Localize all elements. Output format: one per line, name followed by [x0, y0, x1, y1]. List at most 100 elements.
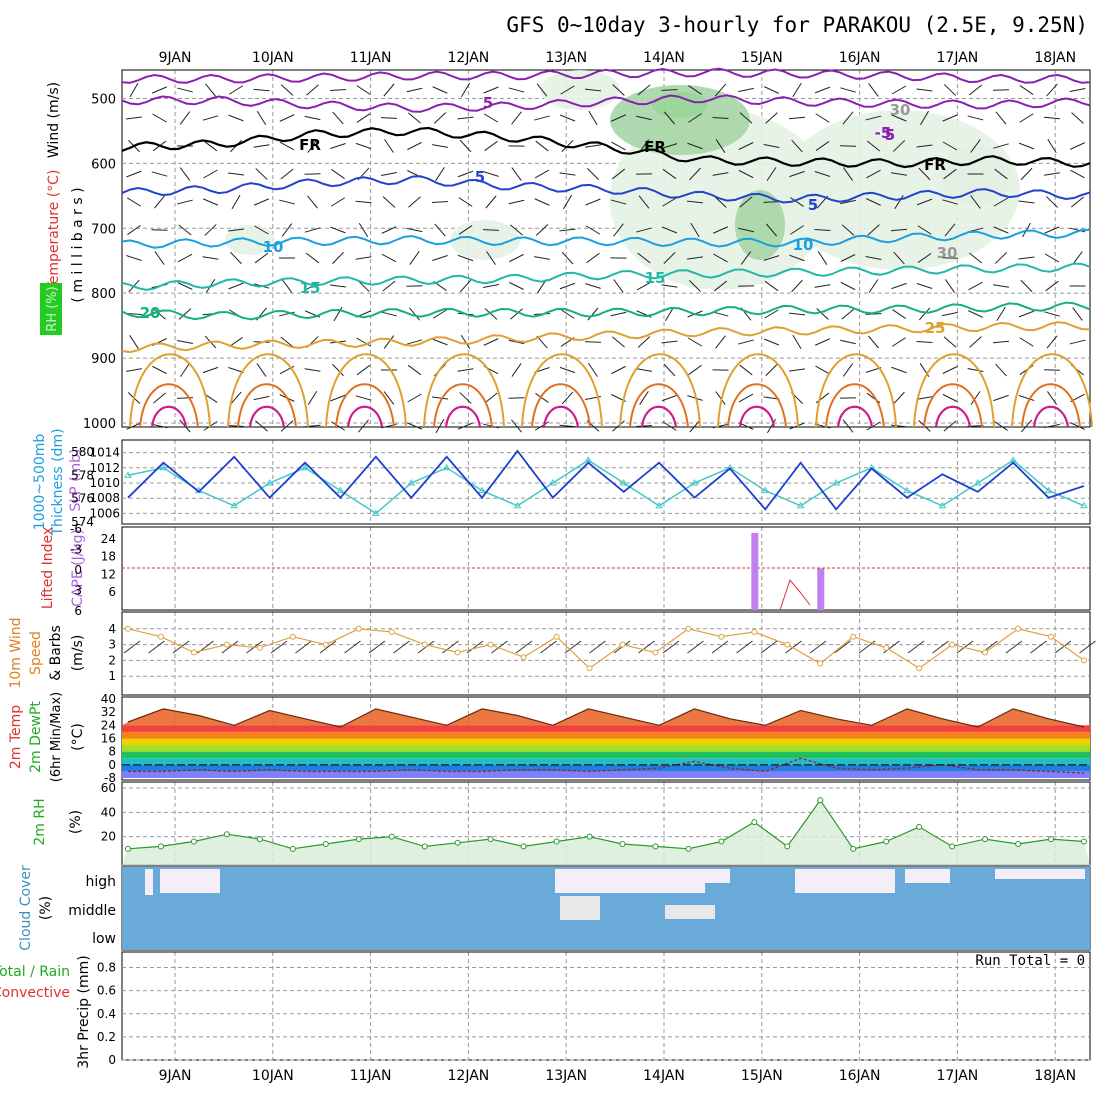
- wind10-point: [356, 626, 361, 631]
- rh2m-point: [455, 840, 460, 845]
- wind10-point: [455, 650, 460, 655]
- wind10-point: [389, 629, 394, 634]
- rh2m-label-2: (%): [68, 810, 84, 834]
- cape-tick: 18: [101, 550, 116, 564]
- rh2m-point: [126, 846, 131, 851]
- contour-label: 20: [140, 304, 161, 322]
- rh2m-point: [620, 841, 625, 846]
- rh2m-point: [818, 798, 823, 803]
- wind10-point: [191, 650, 196, 655]
- wind10-point: [950, 642, 955, 647]
- rh2m-point: [422, 844, 427, 849]
- rh2m-tick: 40: [101, 805, 116, 819]
- rh2m-point: [587, 834, 592, 839]
- precip-tick: 0.2: [97, 1030, 116, 1044]
- wind10-point: [158, 634, 163, 639]
- date-label-bottom: 15JAN: [741, 1068, 783, 1084]
- wind10-point: [752, 629, 757, 634]
- date-label-bottom: 12JAN: [448, 1068, 490, 1084]
- rh2m-point: [389, 834, 394, 839]
- cloud-level-label: high: [85, 874, 116, 890]
- cloud-gap: [795, 869, 895, 893]
- rh2m-point: [257, 837, 262, 842]
- cloud-gap: [905, 869, 950, 883]
- wind-barb: [993, 90, 1009, 91]
- wind10-point: [818, 661, 823, 666]
- wind10-point: [1082, 658, 1087, 663]
- rh2m-point: [950, 844, 955, 849]
- date-label-bottom: 16JAN: [839, 1068, 881, 1084]
- cape-bar: [817, 569, 824, 611]
- lifted-index-label: Lifted Index: [40, 527, 56, 609]
- rh2m-tick: 60: [101, 781, 116, 795]
- temp2m-tick: 40: [101, 692, 116, 706]
- temp2m-label-1: 2m Temp: [8, 705, 24, 769]
- rh2m-point: [356, 837, 361, 842]
- precip-tick: 0.4: [97, 1007, 116, 1021]
- rh2m-point: [851, 846, 856, 851]
- upper-y-tick: 1000: [83, 417, 116, 432]
- cloud-label-2: (%): [38, 896, 54, 920]
- temp2m-tick: 16: [101, 732, 116, 746]
- date-label-top: 11JAN: [350, 50, 392, 66]
- wind10-point: [1016, 626, 1021, 631]
- temp-color-band: [122, 752, 1090, 759]
- precip-tick: 0.8: [97, 961, 116, 975]
- temp-color-band: [122, 758, 1090, 765]
- wind10-point: [422, 642, 427, 647]
- thickness-label: 1000~500mb: [32, 434, 48, 531]
- upper-temp-label: Temperature (°C): [46, 170, 62, 292]
- temp-color-band: [122, 725, 1090, 732]
- rh2m-point: [323, 841, 328, 846]
- date-label-top: 16JAN: [839, 50, 881, 66]
- cloud-gap-middle: [560, 896, 600, 920]
- slp-tick: 1014: [89, 446, 120, 460]
- wind10-label-3: & Barbs: [48, 625, 64, 681]
- date-label-top: 17JAN: [937, 50, 979, 66]
- rh2m-point: [917, 824, 922, 829]
- date-label-bottom: 9JAN: [159, 1068, 192, 1084]
- date-label-bottom: 13JAN: [545, 1068, 587, 1084]
- temp2m-tick: 32: [101, 705, 116, 719]
- wind10-point: [521, 655, 526, 660]
- precip-label-3: 3hr Precip (mm): [76, 955, 92, 1068]
- date-label-top: 9JAN: [159, 50, 192, 66]
- contour-label: 5: [475, 168, 485, 186]
- wind10-label-4: (m/s): [70, 635, 86, 672]
- wind10-point: [686, 626, 691, 631]
- contour-label: 25: [925, 319, 946, 337]
- lifted-index-tick: -6: [70, 522, 82, 536]
- contour-label: 30: [890, 101, 911, 119]
- rh2m-point: [785, 844, 790, 849]
- cloud-gap: [555, 869, 705, 893]
- wind10-point: [917, 666, 922, 671]
- temp2m-label-3: (6hr Min/Max): [49, 692, 64, 782]
- lifted-index-tick: 0: [74, 563, 82, 577]
- wind10-point: [719, 634, 724, 639]
- date-label-bottom: 17JAN: [937, 1068, 979, 1084]
- wind10-point: [851, 634, 856, 639]
- run-total-label: Run Total = 0: [975, 953, 1085, 969]
- contour-label: 15: [300, 279, 321, 297]
- upper-rh-label: RH (%): [45, 286, 60, 331]
- temp2m-tick: 24: [101, 718, 116, 732]
- date-label-top: 15JAN: [741, 50, 783, 66]
- precip-tick: 0: [108, 1053, 116, 1067]
- rh2m-point: [752, 820, 757, 825]
- rh2m-point: [983, 837, 988, 842]
- rh2m-point: [191, 839, 196, 844]
- rh2m-label-1: 2m RH: [32, 798, 48, 845]
- slp-tick: 1012: [89, 461, 120, 475]
- cloud-gap: [160, 869, 220, 893]
- cloud-level-label: low: [92, 931, 116, 947]
- rh2m-tick: 20: [101, 830, 116, 844]
- cloud-level-label: middle: [68, 903, 116, 919]
- contour-label: 10: [793, 236, 814, 254]
- wind10-point: [554, 634, 559, 639]
- contour-label: 30: [937, 244, 958, 262]
- wind10-point: [126, 626, 131, 631]
- temp-color-band: [122, 732, 1090, 739]
- date-label-top: 13JAN: [545, 50, 587, 66]
- cloud-gap: [995, 869, 1085, 879]
